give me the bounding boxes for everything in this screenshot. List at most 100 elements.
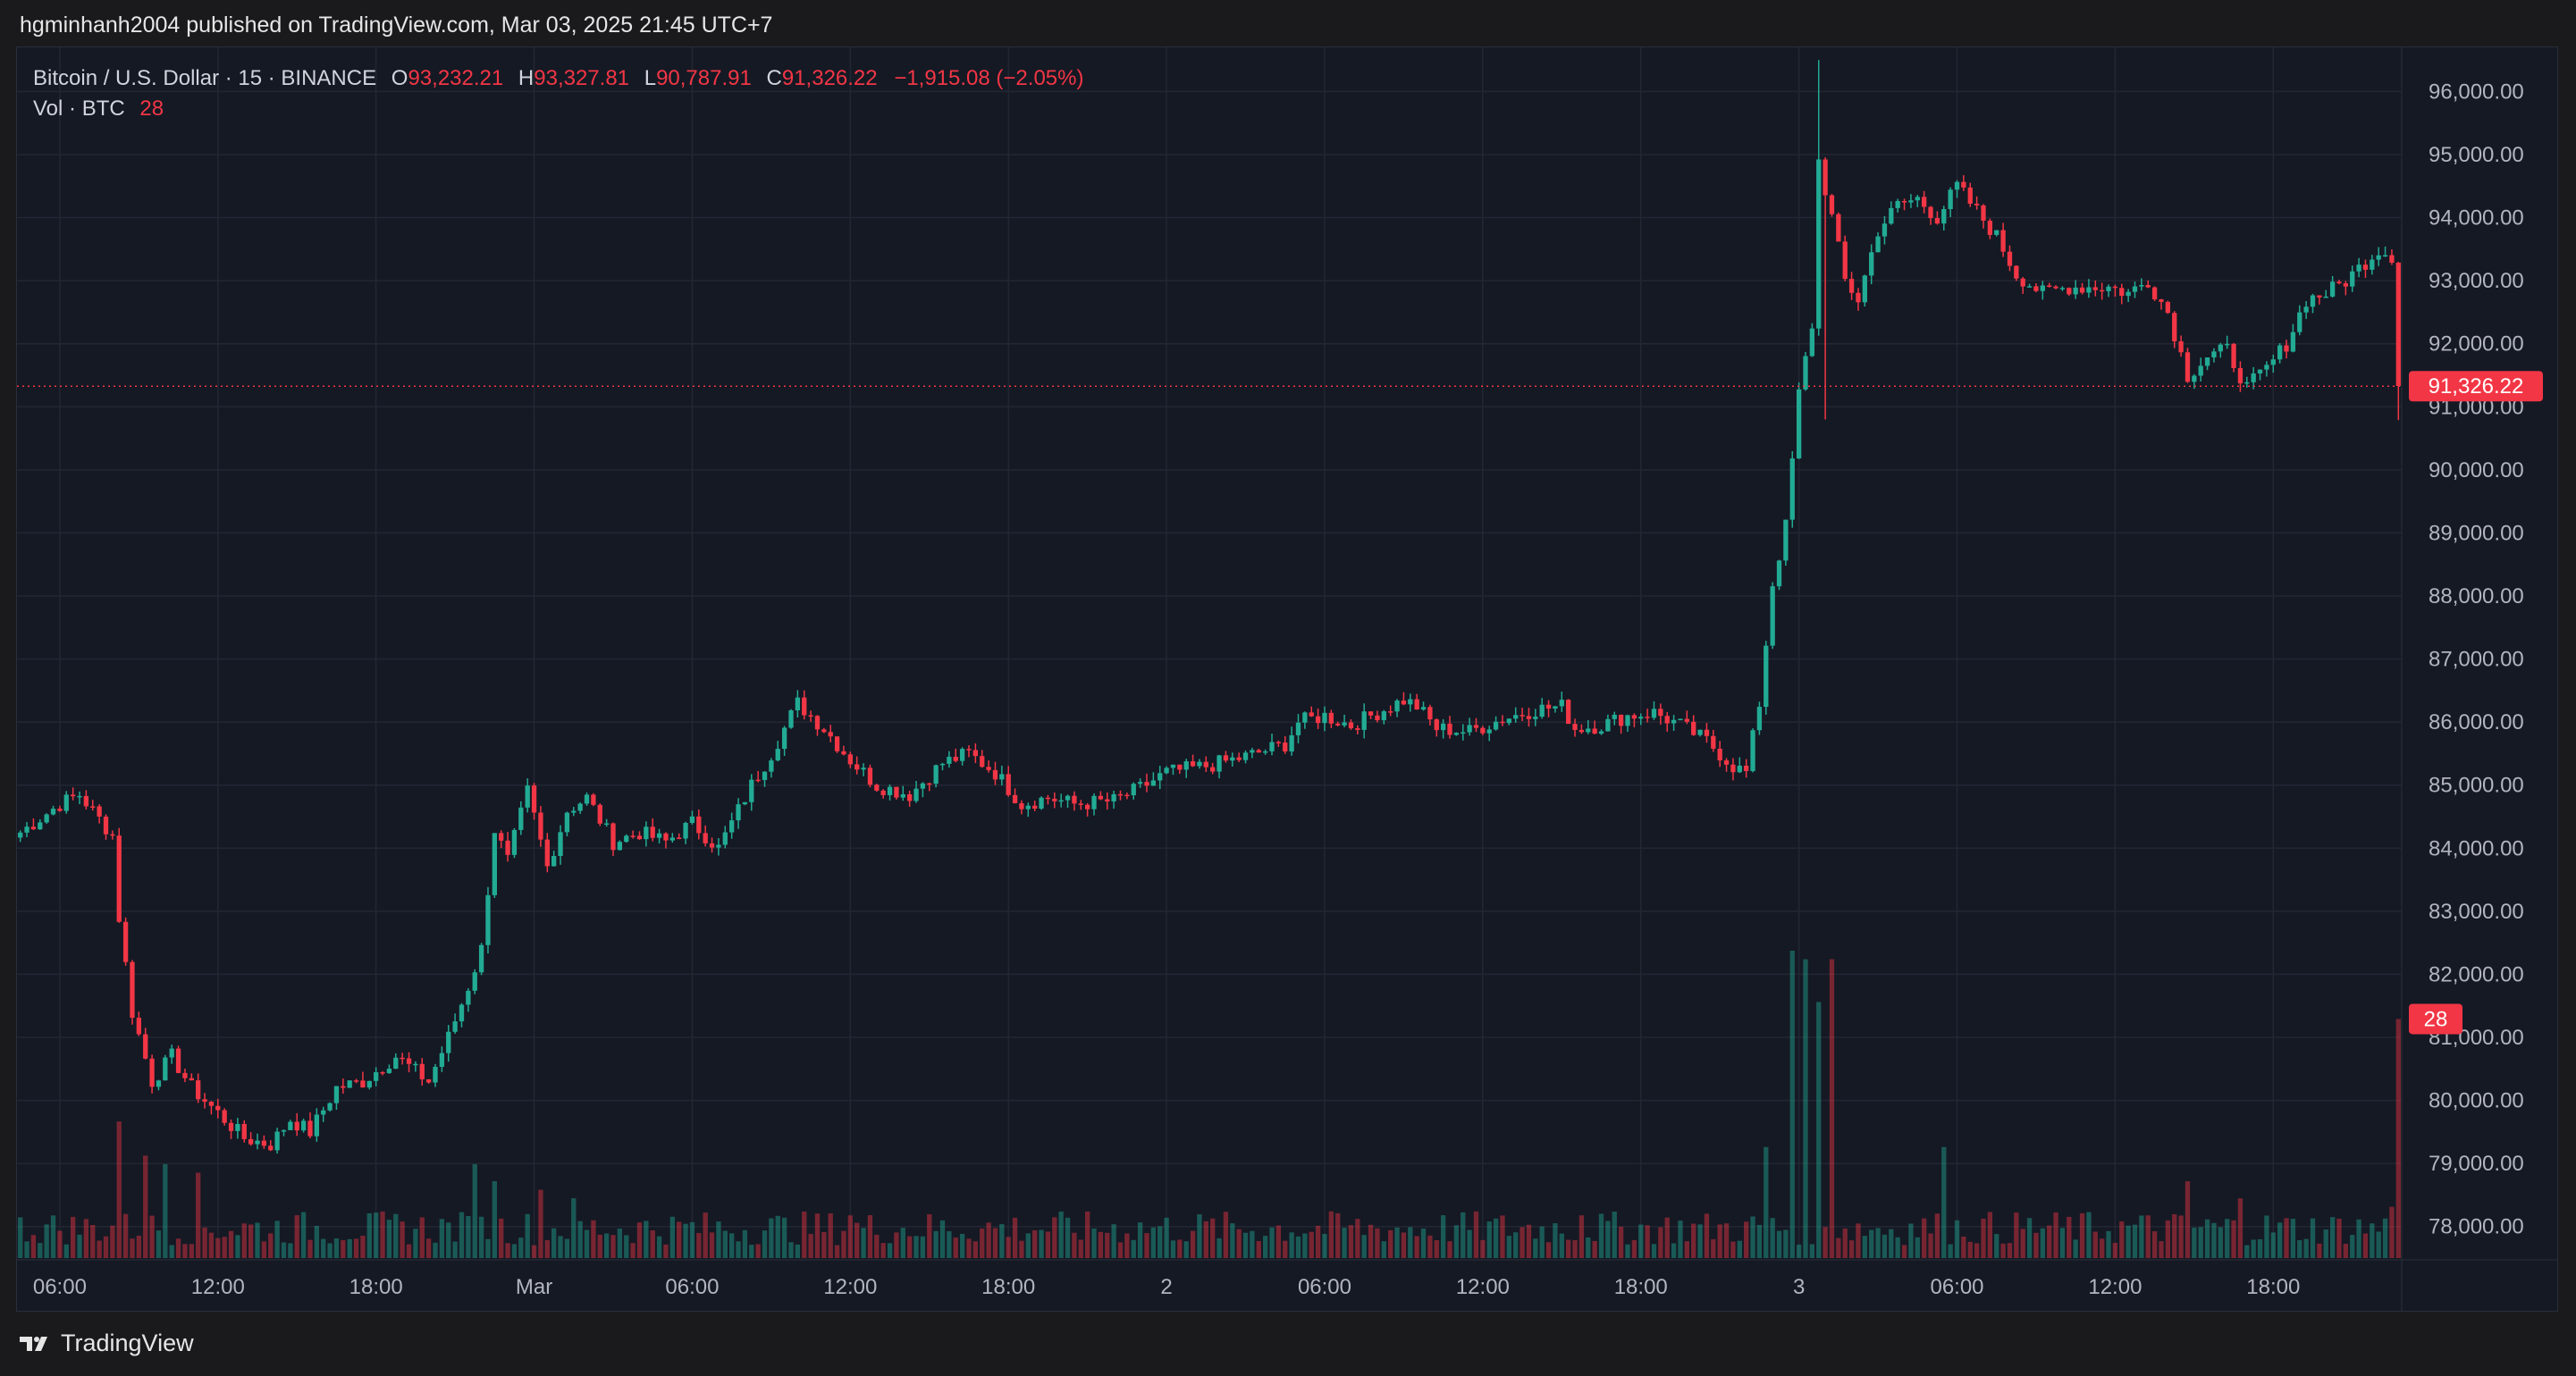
legend-close-label: C [766,66,782,90]
candlestick-chart[interactable]: 78,000.0079,000.0080,000.0081,000.0082,0… [17,47,2558,1312]
candle-body [1994,230,1999,235]
candle-body [1553,706,1558,709]
volume-bar [867,1215,873,1258]
volume-bar [492,1181,497,1258]
candle-body [446,1031,451,1053]
candle-body [274,1131,280,1151]
legend-open-label: O [391,66,408,90]
volume-bar [2151,1231,2158,1258]
volume-bar [1776,1230,1782,1258]
volume-bar [122,1213,129,1258]
volume-bar [1803,959,1808,1258]
price-tick-label: 90,000.00 [2429,458,2524,482]
candle-body [1566,700,1571,725]
candle-body [821,729,827,733]
candle-body [531,785,537,813]
candle-body [2251,373,2256,382]
volume-bar [999,1224,1005,1258]
candle-body [235,1123,240,1131]
candle-body [880,790,886,795]
volume-bar [110,1225,115,1258]
candle-body [828,732,833,737]
candle-body [1480,727,1486,734]
candle-body [834,736,840,751]
volume-bar [1545,1242,1552,1258]
volume-bar [1216,1238,1222,1258]
candle-body [1796,389,1802,459]
volume-bar [1842,1228,1848,1258]
volume-bar [1420,1229,1427,1258]
volume-bar [222,1237,227,1258]
time-tick-label: 18:00 [349,1275,403,1299]
candle-body [2382,255,2388,257]
candle-body [2204,357,2210,366]
volume-bar [1500,1215,1505,1258]
volume-bar [1948,1244,1953,1258]
tradingview-brand[interactable]: TradingView [18,1330,194,1357]
volume-bar [769,1218,774,1258]
volume-bar [1954,1220,1960,1258]
candle-body [1052,798,1057,801]
volume-bar [636,1222,643,1258]
candle-body [222,1110,227,1123]
candle-body [2132,286,2138,292]
chart-panel[interactable]: 78,000.00 79,000.00 80,000.00 81,000.00 82,0… [16,46,2558,1312]
candle-body [1335,723,1341,726]
candle-body [1394,701,1400,712]
candle-body [2145,284,2151,288]
candle-body [1230,757,1235,761]
candle-body [1948,189,1953,210]
candle-body [2047,285,2052,287]
candle-body [1500,721,1505,724]
volume-bar [143,1155,148,1258]
volume-bar [499,1218,504,1258]
volume-bar [1856,1223,1861,1258]
volume-bar [1987,1212,1993,1258]
volume-bar [2100,1238,2105,1258]
volume-bar [630,1243,636,1258]
candle-body [1750,730,1755,771]
volume-bar [729,1233,735,1258]
candle-body [775,749,780,761]
volume-bar [1638,1224,1644,1258]
volume-bar [703,1212,708,1258]
candle-body [1289,734,1294,752]
candle-body [1158,773,1163,781]
price-tick-label: 88,000.00 [2429,584,2524,608]
volume-bar [374,1212,379,1258]
candle-body [1526,716,1532,719]
candle-body [1881,223,1888,237]
volume-bar [1961,1236,1966,1258]
volume-bar [103,1236,109,1258]
candle-body [1117,793,1124,796]
candle-body [1197,761,1202,767]
price-tick-label: 86,000.00 [2429,710,2524,734]
volume-bar [1447,1241,1452,1258]
candle-body [2329,281,2336,297]
volume-bar [2284,1218,2289,1258]
candle-body [2198,365,2203,376]
volume-bar [97,1240,102,1258]
candle-body [196,1080,201,1100]
candle-body [2264,365,2269,370]
volume-bar [880,1243,886,1258]
volume-bar [1177,1239,1183,1258]
volume-bar [505,1243,510,1258]
volume-bar [1598,1213,1604,1258]
candle-body [2000,230,2006,252]
volume-bar [538,1189,543,1258]
volume-bar [959,1233,965,1258]
candle-body [97,806,102,817]
volume-bar [1388,1229,1393,1258]
candle-body [2073,287,2078,295]
candle-body [2159,299,2164,302]
volume-bar [44,1224,49,1258]
candle-body [2178,341,2184,353]
candle-body [459,1004,465,1022]
candle-body [1711,735,1716,749]
candle-body [1697,729,1703,735]
candle-body [663,833,669,841]
legend-volume-row: Vol · BTC 28 [33,94,1083,124]
volume-bar [1032,1229,1038,1258]
candle-body [1342,722,1347,726]
